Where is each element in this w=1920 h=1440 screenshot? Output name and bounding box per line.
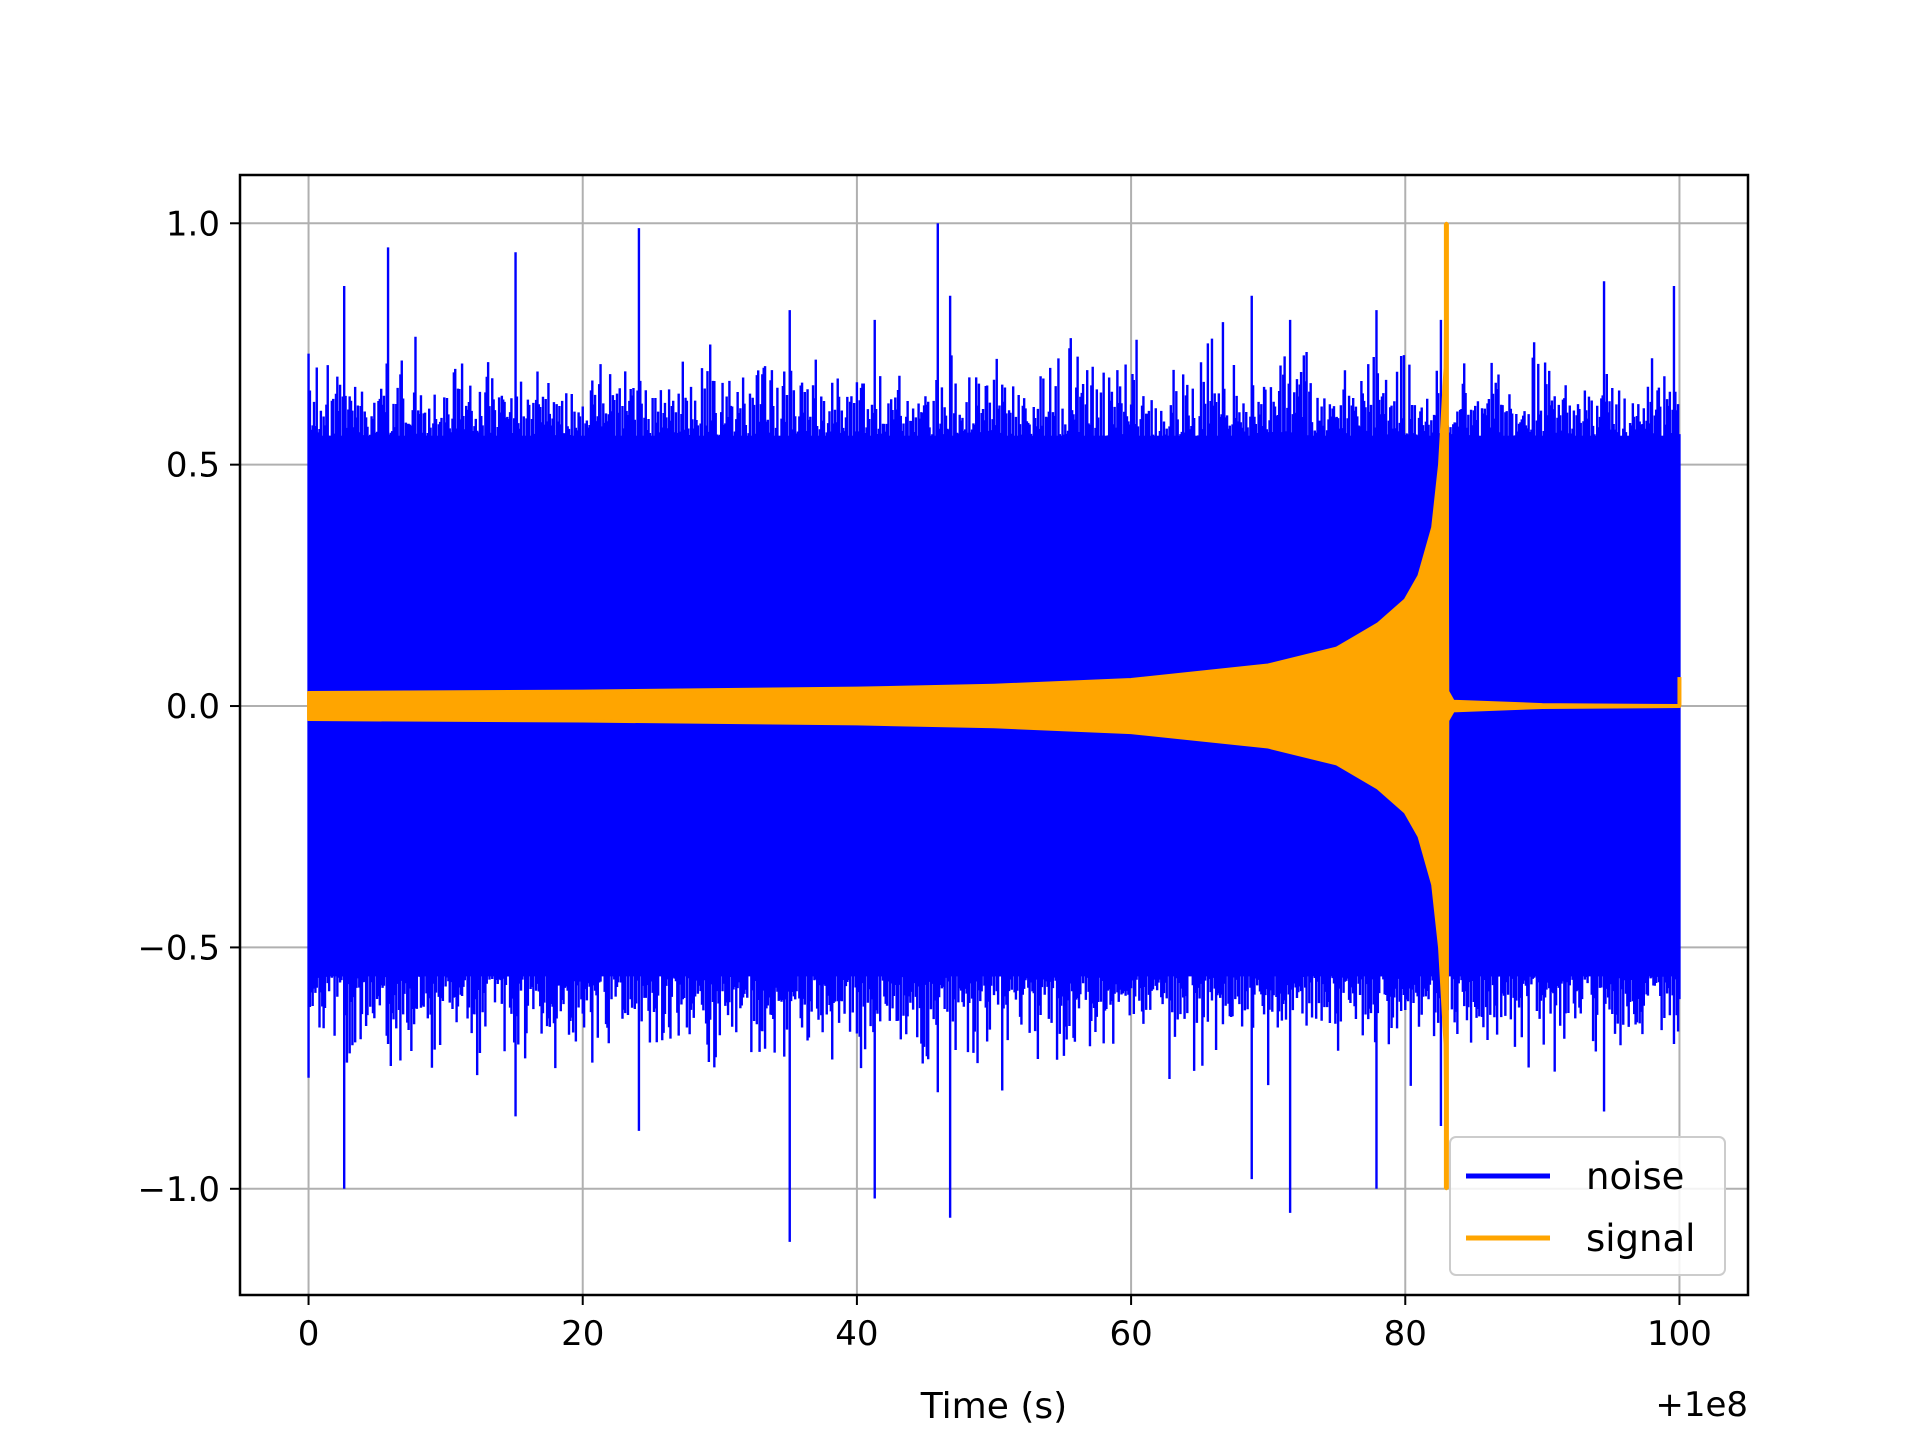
- y-tick-label-0: −1.0: [137, 1170, 220, 1210]
- legend: noise signal: [1449, 1136, 1726, 1276]
- x-tick-label-5: 100: [1647, 1314, 1712, 1354]
- y-tick-label-4: 1.0: [166, 204, 220, 244]
- x-tick-label-1: 20: [561, 1314, 604, 1354]
- plot-frame: [238, 173, 1750, 1297]
- x-axis-offset-label: +1e8: [1655, 1385, 1748, 1425]
- x-tick-label-2: 40: [835, 1314, 878, 1354]
- ticks: 0 20 40 60 80 100 −1.0 −0.5 0.0 0.5 1.0: [137, 204, 1711, 1354]
- legend-label-noise: noise: [1586, 1155, 1684, 1198]
- x-tick-label-3: 60: [1109, 1314, 1152, 1354]
- x-tick-label-0: 0: [298, 1314, 320, 1354]
- y-tick-label-2: 0.0: [166, 687, 220, 727]
- y-tick-label-3: 0.5: [166, 446, 220, 486]
- signal-series: [307, 221, 1682, 1191]
- legend-label-signal: signal: [1586, 1217, 1695, 1260]
- x-axis-label: Time (s): [920, 1386, 1067, 1427]
- y-tick-label-1: −0.5: [137, 928, 220, 968]
- signal-envelope: [307, 221, 1681, 1191]
- x-tick-label-4: 80: [1384, 1314, 1427, 1354]
